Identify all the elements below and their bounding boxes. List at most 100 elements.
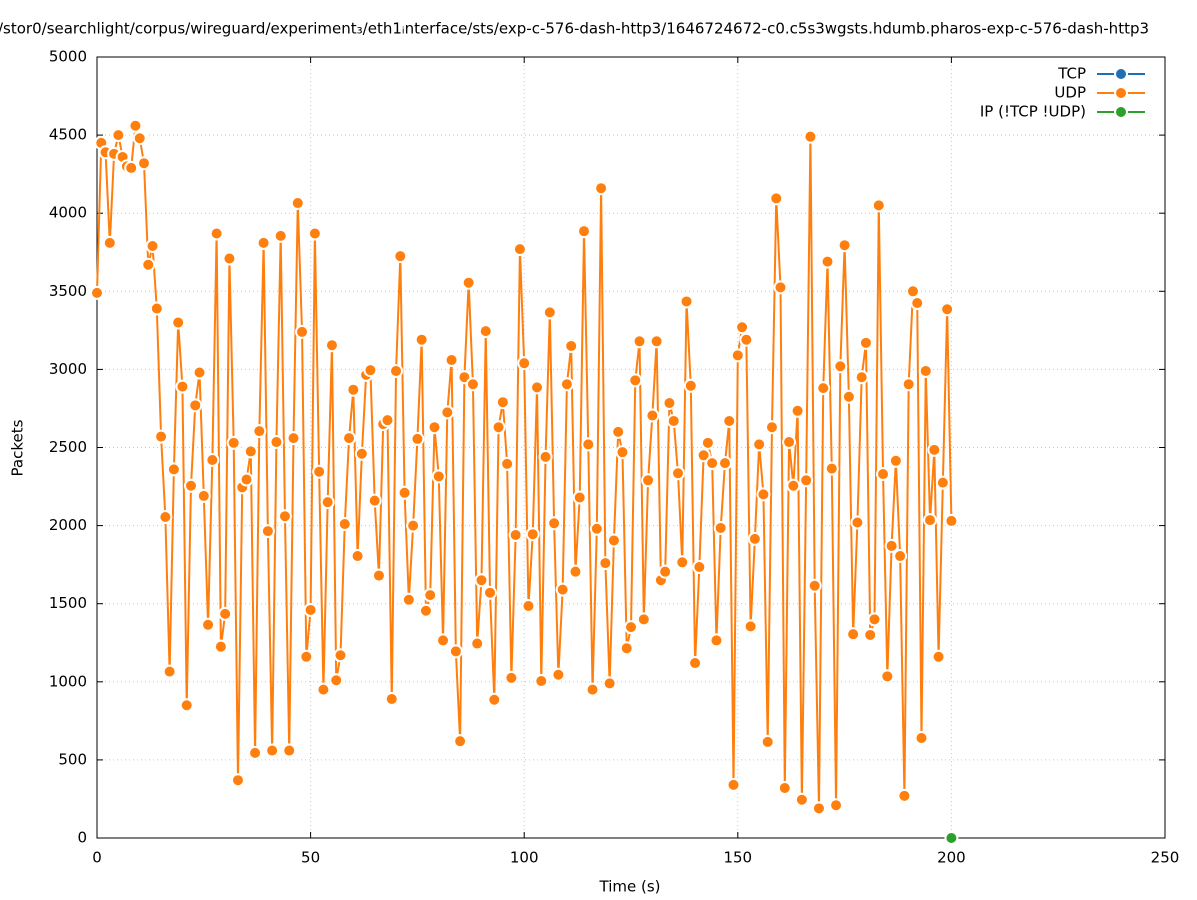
data-point bbox=[581, 437, 596, 452]
y-tick-label: 1000 bbox=[49, 672, 87, 690]
data-point bbox=[542, 305, 557, 320]
data-point bbox=[615, 445, 630, 460]
data-point bbox=[530, 380, 545, 395]
data-point bbox=[679, 294, 694, 309]
data-point bbox=[282, 743, 297, 758]
data-point bbox=[880, 669, 895, 684]
data-point bbox=[773, 280, 788, 295]
data-point bbox=[423, 588, 438, 603]
x-tick-label: 100 bbox=[510, 849, 539, 867]
data-point bbox=[713, 520, 728, 535]
data-point bbox=[337, 517, 352, 532]
data-point bbox=[658, 564, 673, 579]
data-point bbox=[401, 592, 416, 607]
data-point bbox=[410, 431, 425, 446]
data-point bbox=[461, 275, 476, 290]
data-point bbox=[295, 324, 310, 339]
data-point bbox=[213, 639, 228, 654]
data-point bbox=[551, 667, 566, 682]
data-point bbox=[799, 473, 814, 488]
data-point bbox=[850, 515, 865, 530]
data-point bbox=[854, 370, 869, 385]
data-point bbox=[440, 405, 455, 420]
data-point bbox=[764, 420, 779, 435]
data-point bbox=[192, 365, 207, 380]
data-point bbox=[564, 338, 579, 353]
data-point bbox=[572, 490, 587, 505]
data-point bbox=[884, 538, 899, 553]
data-point bbox=[342, 431, 357, 446]
data-point bbox=[397, 485, 412, 500]
data-point bbox=[688, 656, 703, 671]
data-point bbox=[162, 664, 177, 679]
data-point bbox=[230, 773, 245, 788]
data-point bbox=[427, 420, 442, 435]
data-point bbox=[760, 734, 775, 749]
data-point bbox=[577, 224, 592, 239]
data-point bbox=[935, 475, 950, 490]
data-point bbox=[816, 381, 831, 396]
data-point bbox=[320, 495, 335, 510]
data-point bbox=[683, 378, 698, 393]
data-point bbox=[453, 734, 468, 749]
data-point bbox=[218, 606, 233, 621]
data-point bbox=[149, 301, 164, 316]
data-point bbox=[196, 488, 211, 503]
data-point bbox=[525, 527, 540, 542]
data-point bbox=[286, 431, 301, 446]
data-point bbox=[769, 191, 784, 206]
data-point bbox=[641, 473, 656, 488]
data-point bbox=[316, 682, 331, 697]
data-point bbox=[448, 644, 463, 659]
x-axis-label: Time (s) bbox=[599, 878, 661, 896]
data-point bbox=[717, 456, 732, 471]
data-point bbox=[312, 464, 327, 479]
data-point bbox=[504, 670, 519, 685]
data-point bbox=[619, 641, 634, 656]
data-point bbox=[154, 429, 169, 444]
data-point bbox=[735, 320, 750, 335]
data-point bbox=[269, 435, 284, 450]
data-point bbox=[692, 559, 707, 574]
data-point bbox=[90, 285, 104, 300]
data-point bbox=[371, 568, 386, 583]
data-point bbox=[277, 509, 292, 524]
y-tick-label: 1500 bbox=[49, 594, 87, 612]
data-point bbox=[700, 435, 715, 450]
data-point bbox=[927, 442, 942, 457]
data-point bbox=[487, 692, 502, 707]
data-point bbox=[786, 478, 801, 493]
data-point bbox=[568, 564, 583, 579]
data-point bbox=[418, 603, 433, 618]
data-point bbox=[931, 649, 946, 664]
legend-marker bbox=[1114, 67, 1128, 81]
data-point bbox=[559, 377, 574, 392]
data-point bbox=[303, 602, 318, 617]
data-point bbox=[811, 801, 826, 816]
data-point bbox=[333, 648, 348, 663]
data-point bbox=[521, 599, 536, 614]
data-point bbox=[239, 472, 254, 487]
y-tick-label: 2000 bbox=[49, 516, 87, 534]
data-point bbox=[863, 627, 878, 642]
data-point bbox=[645, 408, 660, 423]
data-point bbox=[406, 518, 421, 533]
data-point bbox=[175, 379, 190, 394]
data-point bbox=[662, 395, 677, 410]
data-point bbox=[867, 612, 882, 627]
data-point bbox=[594, 181, 609, 196]
data-point bbox=[252, 424, 267, 439]
data-point bbox=[136, 156, 151, 171]
data-point bbox=[517, 356, 532, 371]
data-point bbox=[444, 353, 459, 368]
data-point bbox=[414, 332, 429, 347]
data-point bbox=[226, 435, 241, 450]
data-point bbox=[483, 585, 498, 600]
data-point bbox=[696, 448, 711, 463]
data-point bbox=[393, 249, 408, 264]
data-point bbox=[124, 160, 139, 175]
data-point bbox=[500, 456, 515, 471]
data-point bbox=[730, 348, 745, 363]
y-axis-label: Packets bbox=[9, 419, 27, 476]
